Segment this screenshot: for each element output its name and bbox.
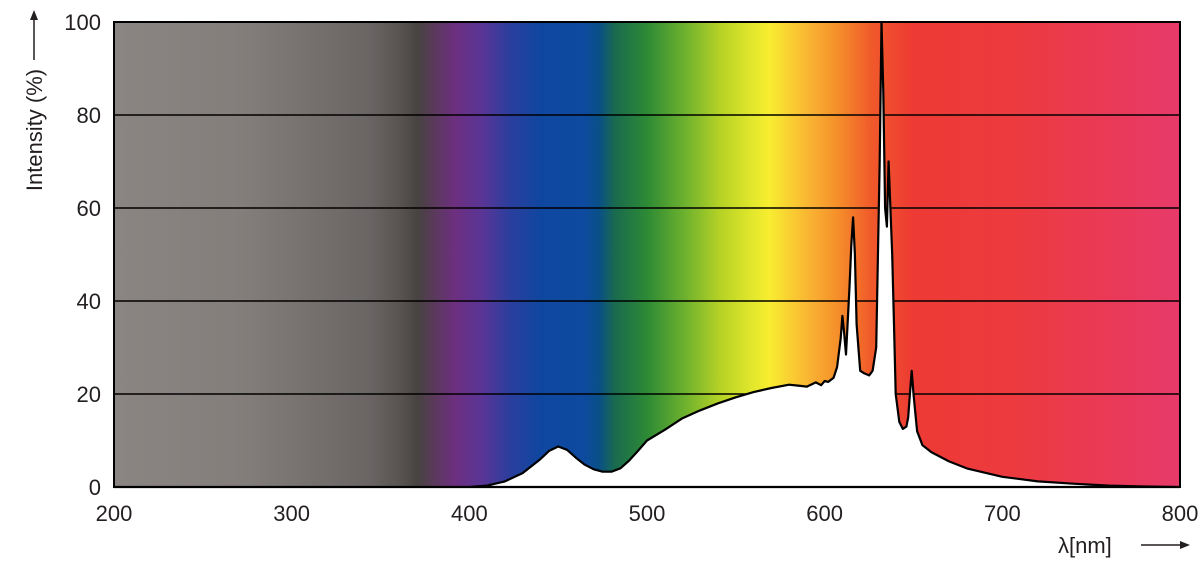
x-tick-600: 600 <box>806 501 843 526</box>
y-axis-title: Intensity (%) <box>22 69 47 191</box>
x-axis-arrow-head <box>1180 541 1190 549</box>
x-tick-labels: 200 300 400 500 600 700 800 <box>96 501 1199 526</box>
y-tick-40: 40 <box>77 289 101 314</box>
y-tick-labels: 0 20 40 60 80 100 <box>64 10 101 500</box>
x-tick-800: 800 <box>1162 501 1199 526</box>
y-tick-0: 0 <box>89 475 101 500</box>
x-axis-title: λ[nm] <box>1058 533 1112 558</box>
spectrum-background <box>114 22 1180 487</box>
x-tick-400: 400 <box>451 501 488 526</box>
x-axis-title-group: λ[nm] <box>1058 533 1190 558</box>
y-tick-80: 80 <box>77 103 101 128</box>
y-axis-arrow-head <box>30 10 38 20</box>
y-tick-20: 20 <box>77 382 101 407</box>
x-tick-500: 500 <box>629 501 666 526</box>
y-tick-60: 60 <box>77 196 101 221</box>
plot-frame <box>113 21 1181 488</box>
intensity-curve <box>112 20 1182 489</box>
y-tick-100: 100 <box>64 10 101 35</box>
x-tick-700: 700 <box>984 501 1021 526</box>
x-tick-200: 200 <box>96 501 133 526</box>
y-axis-title-group: Intensity (%) <box>22 10 47 191</box>
grid-lines <box>114 114 1180 395</box>
x-tick-300: 300 <box>273 501 310 526</box>
